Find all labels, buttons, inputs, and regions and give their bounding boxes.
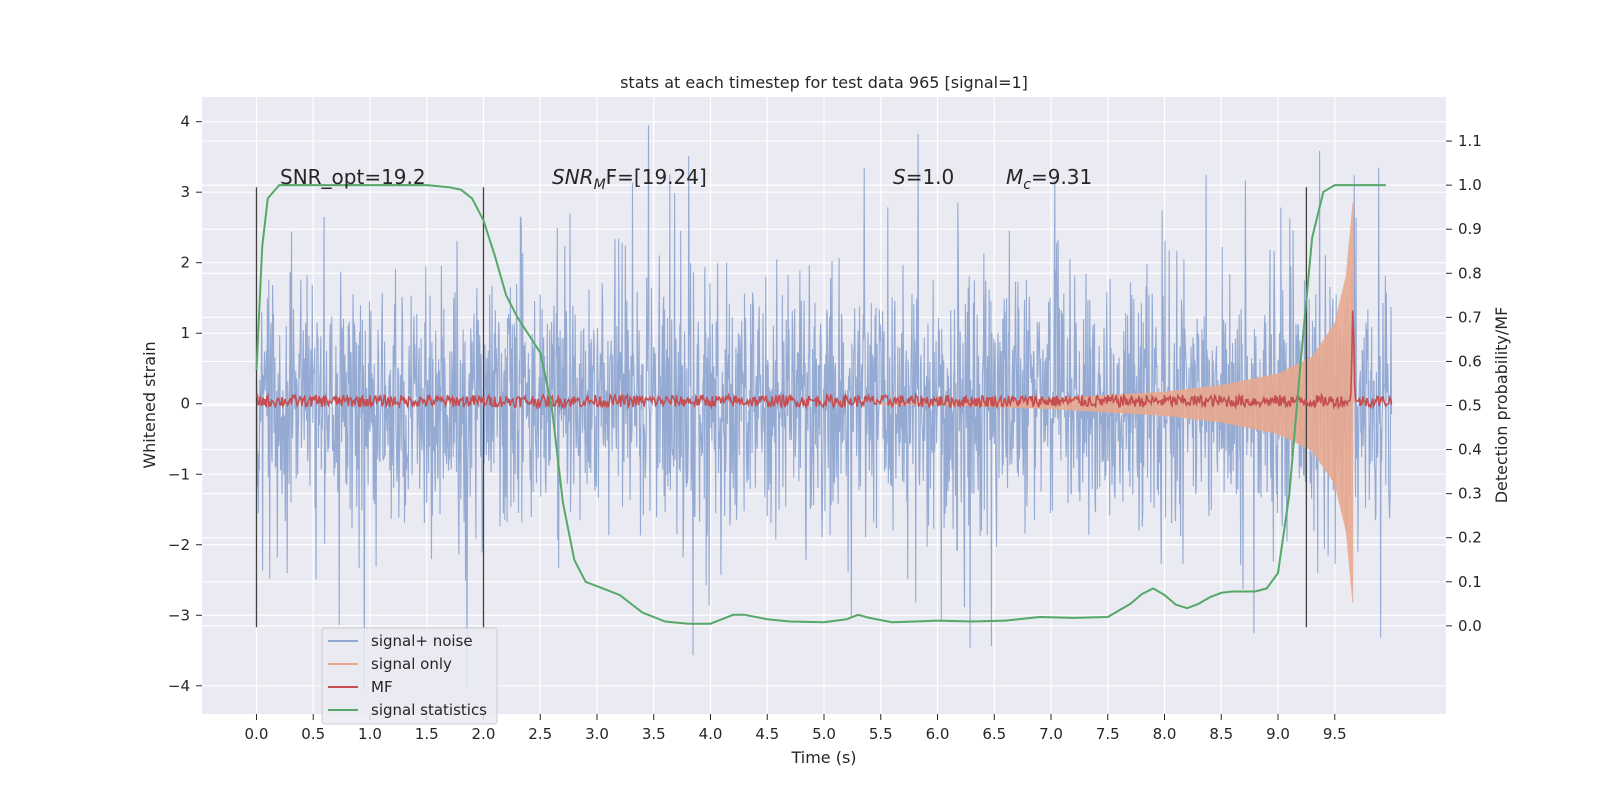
y-left-tick-label: 1: [180, 324, 190, 342]
y-left-tick-label: 4: [180, 113, 190, 131]
x-tick-label: 2.5: [528, 725, 552, 743]
signal-noise-series: [255, 125, 1393, 690]
legend-label-signal-noise: signal+ noise: [371, 632, 473, 650]
mf-line: [255, 310, 1393, 411]
legend-label-mf: MF: [371, 678, 393, 696]
x-tick-label: 4.5: [755, 725, 779, 743]
x-tick-label: 8.5: [1209, 725, 1233, 743]
y-left-tick-label: −1: [168, 465, 190, 483]
y-right-tick-label: 1.1: [1458, 132, 1482, 150]
y-right-tick-label: 0.6: [1458, 352, 1482, 370]
legend: signal+ noise signal only MF signal stat…: [321, 627, 498, 725]
annotation-snr-mf: SNRMF=[19.24]: [552, 165, 707, 193]
x-tick-label: 5.0: [812, 725, 836, 743]
annotation-s: S=1.0: [893, 165, 954, 189]
x-tick-label: 1.0: [358, 725, 382, 743]
y-right-tick-label: 0.3: [1458, 485, 1482, 503]
y-left-tick-label: −3: [168, 606, 190, 624]
x-tick-label: 1.5: [415, 725, 439, 743]
x-tick-label: 4.0: [699, 725, 723, 743]
x-tick-label: 6.5: [982, 725, 1006, 743]
y-right-tick-label: 0.2: [1458, 529, 1482, 547]
annotation-snr-opt: SNR_opt=19.2: [280, 165, 426, 189]
y-left-axis-ticks: 4 3 2 1 0 −1 −2 −3 −4: [168, 113, 202, 695]
legend-label-signal-only: signal only: [371, 655, 452, 673]
x-tick-label: 3.5: [642, 725, 666, 743]
signal-noise-line: [255, 125, 1393, 690]
signal-statistics-series: [255, 184, 1386, 625]
y-left-tick-label: −4: [168, 677, 190, 695]
vertical-markers: [255, 187, 1308, 628]
y-right-tick-label: 0.1: [1458, 573, 1482, 591]
y-left-tick-label: −2: [168, 536, 190, 554]
y-right-axis-ticks: 1.1 1.0 0.9 0.8 0.7 0.6 0.5 0.4 0.3 0.2 0.1 0.0: [1446, 132, 1482, 635]
y-left-tick-label: 2: [180, 254, 190, 272]
y-left-tick-label: 0: [180, 395, 190, 413]
y-right-tick-label: 0.0: [1458, 617, 1482, 635]
legend-label-signal-statistics: signal statistics: [371, 701, 487, 719]
annotation-mc: Mc=9.31: [1006, 165, 1092, 193]
mf-series: [255, 310, 1393, 411]
legend-box: [321, 627, 498, 725]
y-right-tick-label: 0.9: [1458, 220, 1482, 238]
x-tick-label: 8.0: [1153, 725, 1177, 743]
y-right-tick-label: 0.8: [1458, 264, 1482, 282]
x-tick-label: 3.0: [585, 725, 609, 743]
x-tick-label: 9.5: [1323, 725, 1347, 743]
x-tick-label: 7.0: [1039, 725, 1063, 743]
x-axis-title: Time (s): [790, 748, 856, 767]
x-tick-label: 7.5: [1096, 725, 1120, 743]
x-tick-label: 0.0: [245, 725, 269, 743]
y-right-tick-label: 0.5: [1458, 397, 1482, 415]
y-right-axis-title: Detection probability/MF: [1492, 307, 1511, 504]
x-tick-label: 0.5: [301, 725, 325, 743]
y-left-axis-title: Whitened strain: [140, 341, 159, 468]
y-right-tick-label: 0.7: [1458, 308, 1482, 326]
y-right-tick-label: 0.4: [1458, 441, 1482, 459]
x-tick-label: 5.5: [869, 725, 893, 743]
x-tick-label: 6.0: [926, 725, 950, 743]
x-axis-ticks: 0.0 0.5 1.0 1.5 2.0 2.5 3.0 3.5 4.0 4.5 5.0 5.5 6.0 6…: [245, 714, 1347, 743]
chart-title: stats at each timestep for test data 965…: [620, 73, 1028, 92]
y-right-tick-label: 1.0: [1458, 176, 1482, 194]
x-tick-label: 9.0: [1266, 725, 1290, 743]
signal-statistics-line: [255, 184, 1386, 625]
y-left-tick-label: 3: [180, 183, 190, 201]
x-tick-label: 2.0: [472, 725, 496, 743]
